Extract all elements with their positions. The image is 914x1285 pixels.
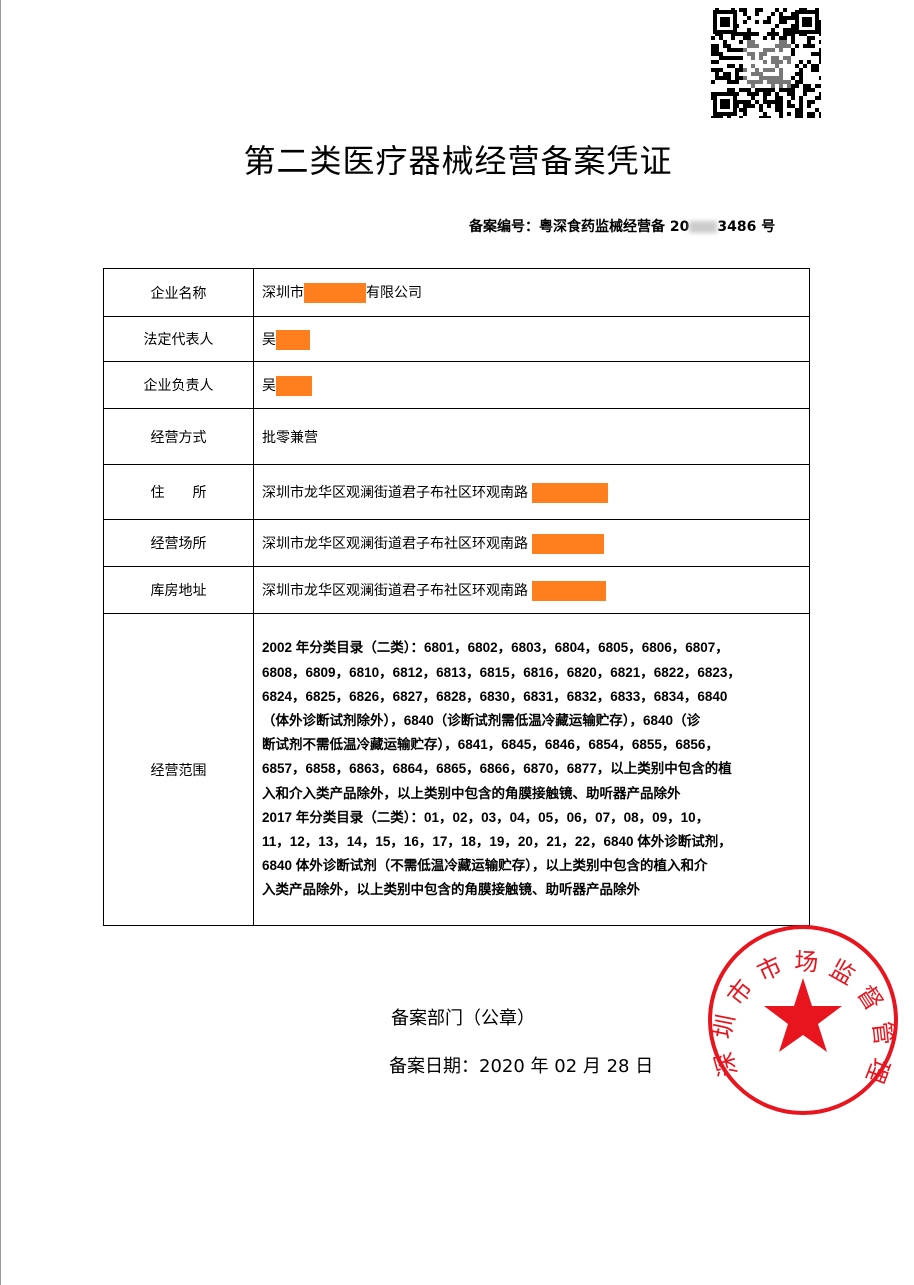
- row-label: 住 所: [103, 464, 254, 520]
- scope-line: 入和介入类产品除外，以上类别中包含的角膜接触镜、助听器产品除外: [262, 785, 681, 801]
- row-value: 深圳市龙华区观澜街道君子布社区环观南路: [253, 464, 810, 520]
- row-responsible-person: 企业负责人吴: [103, 361, 810, 409]
- row-value: 吴: [253, 361, 810, 409]
- scope-line: 2002 年分类目录（二类）：6801，6802，6803，6804，6805，…: [262, 640, 729, 656]
- record-number-suffix: 3486 号: [717, 219, 776, 235]
- row-value: 吴: [253, 316, 810, 362]
- row-value: 深圳市龙华区观澜街道君子布社区环观南路: [253, 566, 810, 614]
- row-domicile: 住 所深圳市龙华区观澜街道君子布社区环观南路: [103, 464, 810, 520]
- filing-date: 备案日期：2020 年 02 月 28 日: [389, 1056, 654, 1077]
- row-business-scope: 经营范围 2002 年分类目录（二类）：6801，6802，6803，6804，6…: [103, 613, 810, 926]
- row-value: 批零兼营: [253, 408, 810, 465]
- scope-line: 6857，6858，6863，6864，6865，6866，6870，6877，…: [262, 761, 732, 777]
- scope-line: 断试剂不需低温冷藏运输贮存），6841，6845，6846，6854，6855，…: [262, 737, 719, 753]
- record-number: 备案编号：粤深食药监械经营备 20 3486 号: [469, 216, 775, 236]
- row-legal-rep: 法定代表人吴: [103, 316, 810, 362]
- filing-department: 备案部门（公章）: [391, 1008, 535, 1029]
- row-label: 法定代表人: [103, 316, 254, 362]
- scope-line: 2017 年分类目录（二类）：01，02，03，04，05，06，07，08，0…: [262, 809, 710, 825]
- scope-line: 入类产品除外，以上类别中包含的角膜接触镜、助听器产品除外: [262, 882, 640, 898]
- row-label: 库房地址: [103, 566, 254, 614]
- row-company-name: 企业名称 深圳市 有限公司: [103, 268, 810, 317]
- star-icon: [764, 978, 842, 1052]
- record-number-prefix: 备案编号：粤深食药监械经营备 20: [469, 219, 690, 235]
- row-label: 经营场所: [103, 519, 254, 567]
- qr-code: [711, 8, 821, 118]
- scope-line: 6824，6825，6826，6827，6828，6830，6831，6832，…: [262, 688, 728, 704]
- scope-line: （体外诊断试剂除外），6840（诊断试剂需低温冷藏运输贮存），6840（诊: [262, 712, 701, 728]
- redaction: [532, 533, 604, 554]
- row-value: 深圳市 有限公司: [253, 268, 810, 317]
- redaction: [304, 283, 366, 303]
- scope-line: 6840 体外诊断试剂（不需低温冷藏运输贮存），以上类别中包含的植入和介: [262, 858, 708, 874]
- scope-text: 2002 年分类目录（二类）：6801，6802，6803，6804，6805，…: [253, 613, 810, 926]
- scope-line: 6808，6809，6810，6812，6813，6815，6816，6820，…: [262, 664, 741, 680]
- row-warehouse-address: 库房地址 深圳市龙华区观澜街道君子布社区环观南路: [103, 566, 810, 614]
- row-label: 经营方式: [103, 408, 254, 465]
- scope-line: 11，12，13，14，15，16，17，18，19，20，21，22，6840…: [262, 834, 732, 849]
- document-title: 第二类医疗器械经营备案凭证: [243, 142, 673, 180]
- row-value: 深圳市龙华区观澜街道君子布社区环观南路: [253, 519, 810, 567]
- redaction: [532, 580, 606, 601]
- official-seal: 深圳市市场监督管理局: [706, 923, 898, 1115]
- redacted-digits: [689, 221, 718, 233]
- row-label: 企业负责人: [103, 361, 254, 409]
- redaction: [276, 329, 310, 350]
- info-table: 企业名称 深圳市 有限公司 法定代表人吴 企业负责人吴 经营方式 批零兼营 住 所深圳…: [103, 268, 810, 926]
- redaction: [276, 375, 312, 396]
- row-label: 经营范围: [103, 613, 254, 926]
- row-business-mode: 经营方式 批零兼营: [103, 408, 810, 465]
- row-business-premises: 经营场所 深圳市龙华区观澜街道君子布社区环观南路: [103, 519, 810, 567]
- row-label: 企业名称: [103, 268, 254, 317]
- redaction: [532, 482, 608, 503]
